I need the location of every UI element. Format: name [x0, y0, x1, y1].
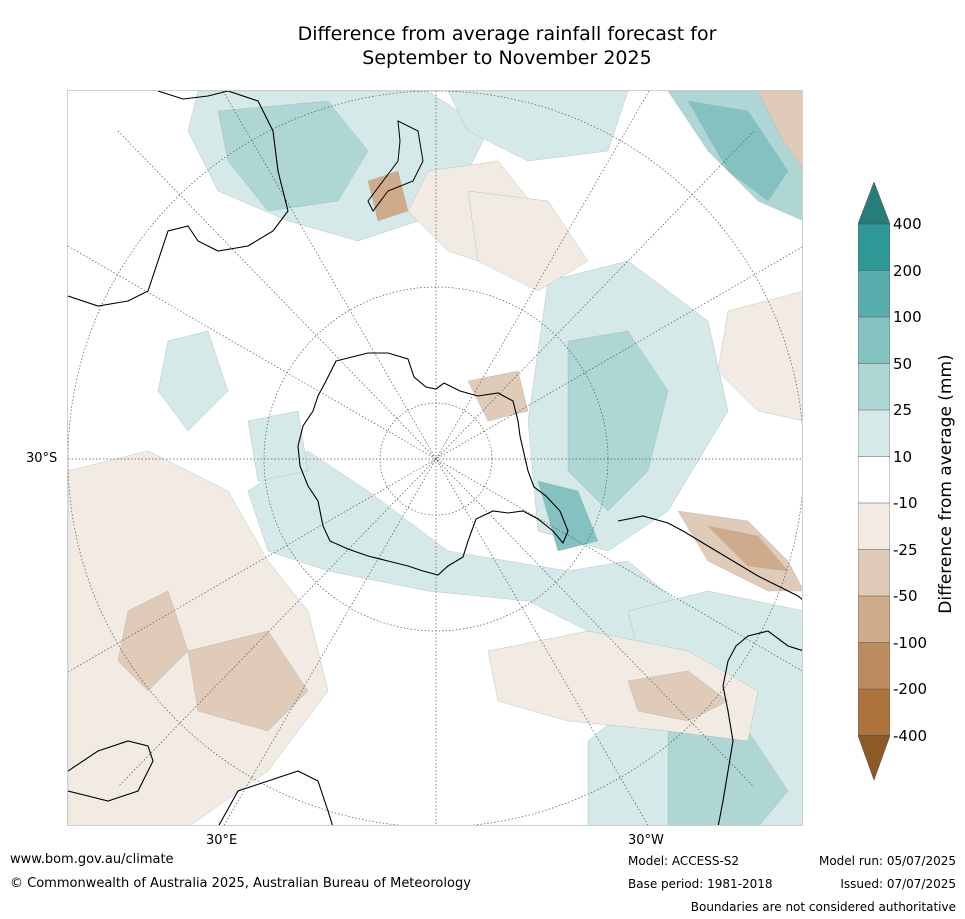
wet-patch-north	[447, 91, 629, 162]
colorbar-swatch-200-400	[858, 224, 890, 271]
colorbar-swatch-minus200-400	[858, 689, 890, 736]
footer-base-period: Base period: 1981-2018	[628, 877, 773, 891]
colorbar-swatch-above-400	[858, 182, 890, 224]
footer-model: Model: ACCESS-S2	[628, 854, 740, 868]
colorbar-tick-minus50: -50	[893, 587, 918, 605]
footer-model-run: Model run: 05/07/2025	[818, 854, 956, 868]
footer-url[interactable]: www.bom.gov.au/climate	[10, 852, 174, 867]
anomaly-patches	[68, 91, 802, 825]
footer-copyright: © Commonwealth of Australia 2025, Austra…	[10, 876, 471, 891]
colorbar-tick-minus100: -100	[893, 634, 928, 652]
lon-label-30e: 30°E	[206, 833, 238, 848]
dry-patch-south	[68, 450, 329, 825]
wet-patch-atlantic-inner	[567, 330, 669, 512]
colorbar-tick-50: 50	[893, 355, 913, 373]
dry-patch-north-2	[467, 190, 589, 292]
dry-patch-ne-corner	[757, 91, 802, 169]
dry-patch-southeast-inner	[627, 670, 729, 722]
wet-patch-pacific-inner	[217, 100, 369, 212]
africa-outline	[68, 740, 333, 825]
colorbar-tick-25: 25	[893, 401, 913, 419]
dry-patch-south-2	[187, 630, 309, 732]
antarctica-outline	[297, 352, 569, 576]
rainfall-map[interactable]	[67, 90, 803, 826]
colorbar-tick-10: 10	[893, 448, 913, 466]
dry-patch-south-inner	[117, 590, 189, 692]
south-america-outline	[617, 515, 802, 825]
colorbar-tick-minus400: -400	[893, 727, 928, 745]
new-zealand-outline	[367, 120, 424, 212]
colorbar-swatch-100-200	[858, 270, 890, 317]
chart-title: Difference from average rainfall forecas…	[0, 22, 965, 70]
colorbar-swatch-minus100-200	[858, 642, 890, 689]
map-graphic	[68, 91, 802, 825]
colorbar-tick-minus10: -10	[893, 494, 918, 512]
colorbar-swatch-below-400	[858, 735, 890, 780]
lat-label-30s: 30°S	[26, 451, 58, 466]
wet-patch-west	[157, 330, 229, 432]
colorbar-swatch-neutral	[858, 456, 890, 503]
colorbar-tick-400: 400	[893, 215, 922, 233]
colorbar-swatch-minus25-50	[858, 549, 890, 596]
australia-outline	[68, 91, 289, 307]
colorbar-swatches	[857, 181, 891, 781]
colorbar-title: Difference from average (mm)	[936, 354, 956, 614]
colorbar-tick-minus200: -200	[893, 680, 928, 698]
footer-disclaimer: Boundaries are not considered authoritat…	[690, 900, 956, 914]
dry-patch-east	[717, 291, 802, 421]
footer-issued: Issued: 07/07/2025	[840, 877, 956, 891]
colorbar-tick-200: 200	[893, 262, 922, 280]
graticule	[68, 91, 802, 825]
title-line-1: Difference from average rainfall forecas…	[297, 23, 717, 45]
colorbar-swatch-25-50	[858, 363, 890, 410]
colorbar-swatch-50-100	[858, 317, 890, 364]
colorbar	[857, 181, 891, 782]
colorbar-swatch-minus50-100	[858, 596, 890, 643]
colorbar-swatch-10-25	[858, 410, 890, 457]
lon-label-30w: 30°W	[628, 833, 664, 848]
wet-patch-northeast-inner	[687, 100, 789, 202]
title-line-2: September to November 2025	[362, 47, 652, 69]
colorbar-tick-100: 100	[893, 308, 922, 326]
colorbar-swatch-minus10-25	[858, 503, 890, 550]
colorbar-tick-minus25: -25	[893, 541, 918, 559]
wet-patch-west-2	[247, 410, 309, 482]
dry-patch-samerica-inner	[707, 525, 789, 572]
dry-patch-drake	[467, 370, 529, 422]
wet-patch-weddell	[537, 480, 599, 552]
